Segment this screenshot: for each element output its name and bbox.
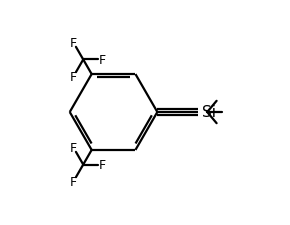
Text: F: F: [99, 54, 106, 67]
Text: F: F: [70, 175, 77, 188]
Text: F: F: [70, 70, 77, 83]
Text: Si: Si: [202, 105, 216, 120]
Text: F: F: [70, 37, 77, 50]
Text: F: F: [70, 142, 77, 155]
Text: F: F: [99, 158, 106, 171]
